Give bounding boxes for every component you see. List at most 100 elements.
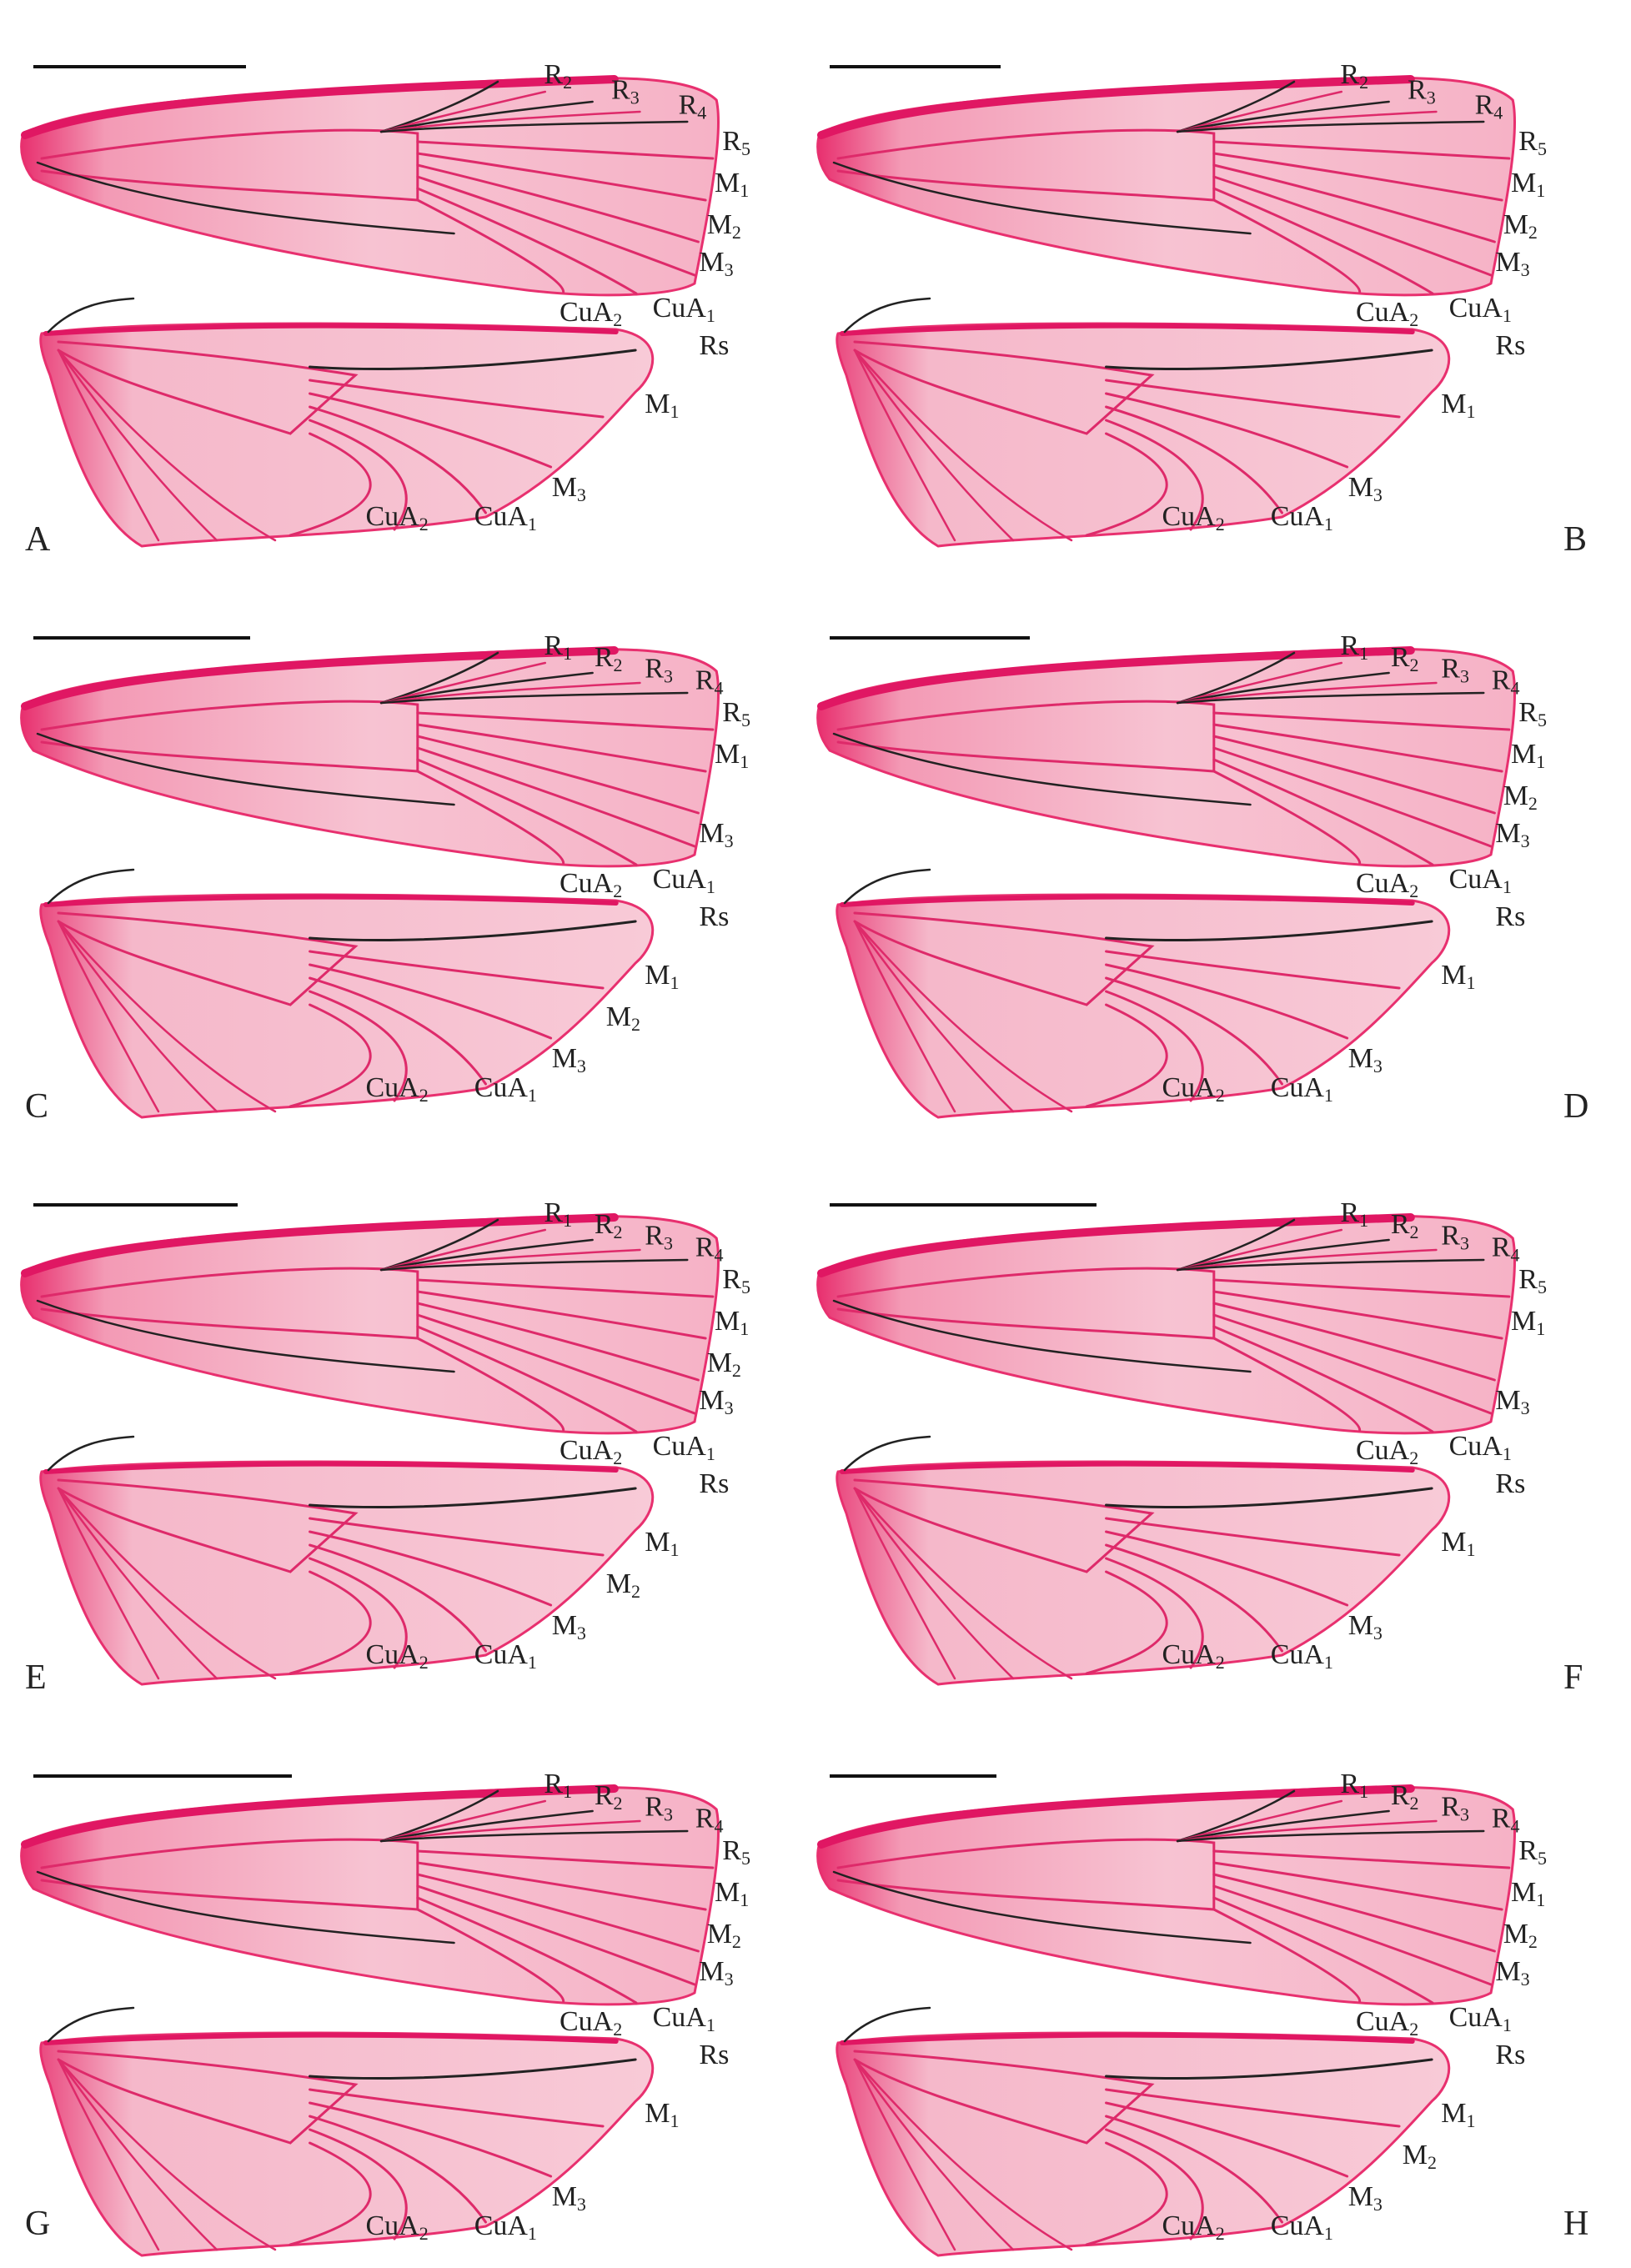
anal-hind-vein — [853, 920, 956, 1113]
radial-vein — [1176, 1228, 1343, 1272]
vein-label: CuA2 — [1162, 1072, 1225, 1106]
vein-label: R2 — [1340, 59, 1368, 93]
anal-vein — [36, 1299, 455, 1373]
medial-vein — [416, 758, 638, 866]
forewing — [20, 1213, 720, 1435]
vein-label: M2 — [1503, 209, 1538, 243]
vein-label: M3 — [699, 1385, 733, 1418]
hind-vein — [309, 1557, 408, 1669]
vein-label: M1 — [1511, 168, 1545, 201]
anal-vein — [36, 161, 455, 235]
hind-vein — [309, 379, 605, 419]
hind-vein — [1105, 2058, 1433, 2080]
medial-vein — [1212, 711, 1511, 731]
vein-label: CuA1 — [1449, 1431, 1512, 1464]
hind-vein — [309, 405, 487, 514]
anal-hind-vein — [853, 1487, 1073, 1680]
medial-vein — [416, 723, 707, 773]
radial-vein — [379, 1789, 499, 1843]
vein-label: M2 — [707, 1347, 741, 1381]
vein-label: R1 — [1340, 1197, 1368, 1231]
vein-label: CuA2 — [1356, 1435, 1418, 1468]
hind-vein — [309, 2058, 637, 2080]
hind-vein — [289, 1003, 372, 1108]
costa-vein — [21, 1213, 619, 1277]
hind-vein — [1105, 1487, 1433, 1508]
vein-label: CuA1 — [653, 1431, 715, 1464]
medial-vein — [1212, 1908, 1362, 2003]
anal-hind-vein — [853, 349, 956, 542]
hind-cell — [853, 2050, 1155, 2145]
medial-vein — [1212, 1337, 1362, 1432]
forewing — [20, 1784, 720, 2006]
radial-vein — [379, 1228, 547, 1272]
hind-costa-vein — [840, 2032, 1415, 2045]
vein-label: R3 — [645, 1792, 673, 1825]
hindwing — [39, 868, 655, 1119]
hind-vein — [309, 2088, 605, 2128]
vein-label: R2 — [1391, 1780, 1419, 1814]
radial-vein — [379, 1799, 547, 1843]
vein-label: R2 — [595, 642, 623, 675]
radial-vein — [379, 110, 641, 133]
radial-vein — [1176, 80, 1296, 133]
discal-cell — [836, 1838, 1216, 1911]
medial-vein — [1212, 735, 1496, 815]
medial-vein — [1212, 1290, 1503, 1340]
hind-vein — [289, 1570, 372, 1675]
vein-label: R4 — [679, 90, 707, 123]
anal-hind-vein — [57, 1487, 277, 1680]
hind-vein — [309, 2115, 487, 2224]
medial-vein — [416, 198, 565, 294]
anal-vein — [832, 161, 1252, 235]
hind-vein — [1105, 920, 1433, 941]
vein-label: Rs — [1495, 901, 1525, 932]
medial-vein — [416, 1873, 700, 1953]
medial-vein — [1212, 1849, 1511, 1869]
discal-cell — [40, 1267, 419, 1340]
anal-hind-vein — [57, 920, 218, 1113]
vein-label: M3 — [699, 1956, 733, 1990]
hind-vein — [1105, 990, 1204, 1102]
vein-label: CuA1 — [653, 864, 715, 897]
vein-label: CuA1 — [653, 2002, 715, 2035]
radial-vein — [379, 1829, 689, 1843]
radial-vein — [1176, 691, 1485, 705]
vein-label: M1 — [1441, 1527, 1475, 1560]
hind-vein — [309, 2128, 408, 2240]
radial-vein — [1176, 1829, 1485, 1843]
medial-vein — [416, 1325, 638, 1433]
radial-vein — [1176, 681, 1438, 705]
hind-vein — [309, 392, 553, 469]
vein-label: R2 — [1391, 1209, 1419, 1242]
vein-label: R4 — [695, 1232, 724, 1265]
discal-cell — [836, 128, 1216, 202]
vein-label: Rs — [1495, 1468, 1525, 1499]
medial-vein — [1212, 1302, 1496, 1382]
medial-vein — [1212, 1884, 1493, 1986]
vein-label: M3 — [699, 818, 733, 851]
vein-label: R2 — [544, 59, 572, 93]
vein-label: CuA2 — [560, 2006, 622, 2040]
hind-costa-vein — [43, 2032, 619, 2045]
medial-vein — [1212, 758, 1434, 866]
hind-cell — [57, 340, 359, 435]
vein-label: CuA2 — [1162, 1639, 1225, 1673]
costa-vein — [21, 75, 619, 139]
vein-label: R5 — [1518, 126, 1547, 159]
hind-vein — [1105, 2101, 1349, 2178]
anal-vein — [832, 732, 1252, 806]
vein-label: Rs — [699, 330, 729, 361]
vein-label: CuA2 — [1162, 2210, 1225, 2244]
forewing — [816, 646, 1517, 868]
radial-vein — [379, 1258, 689, 1272]
vein-label: M3 — [1495, 1385, 1529, 1418]
frenulum — [47, 297, 135, 334]
forewing — [816, 1213, 1517, 1435]
hind-vein — [1085, 1003, 1168, 1108]
medial-vein — [416, 770, 565, 865]
radial-vein — [379, 100, 594, 133]
